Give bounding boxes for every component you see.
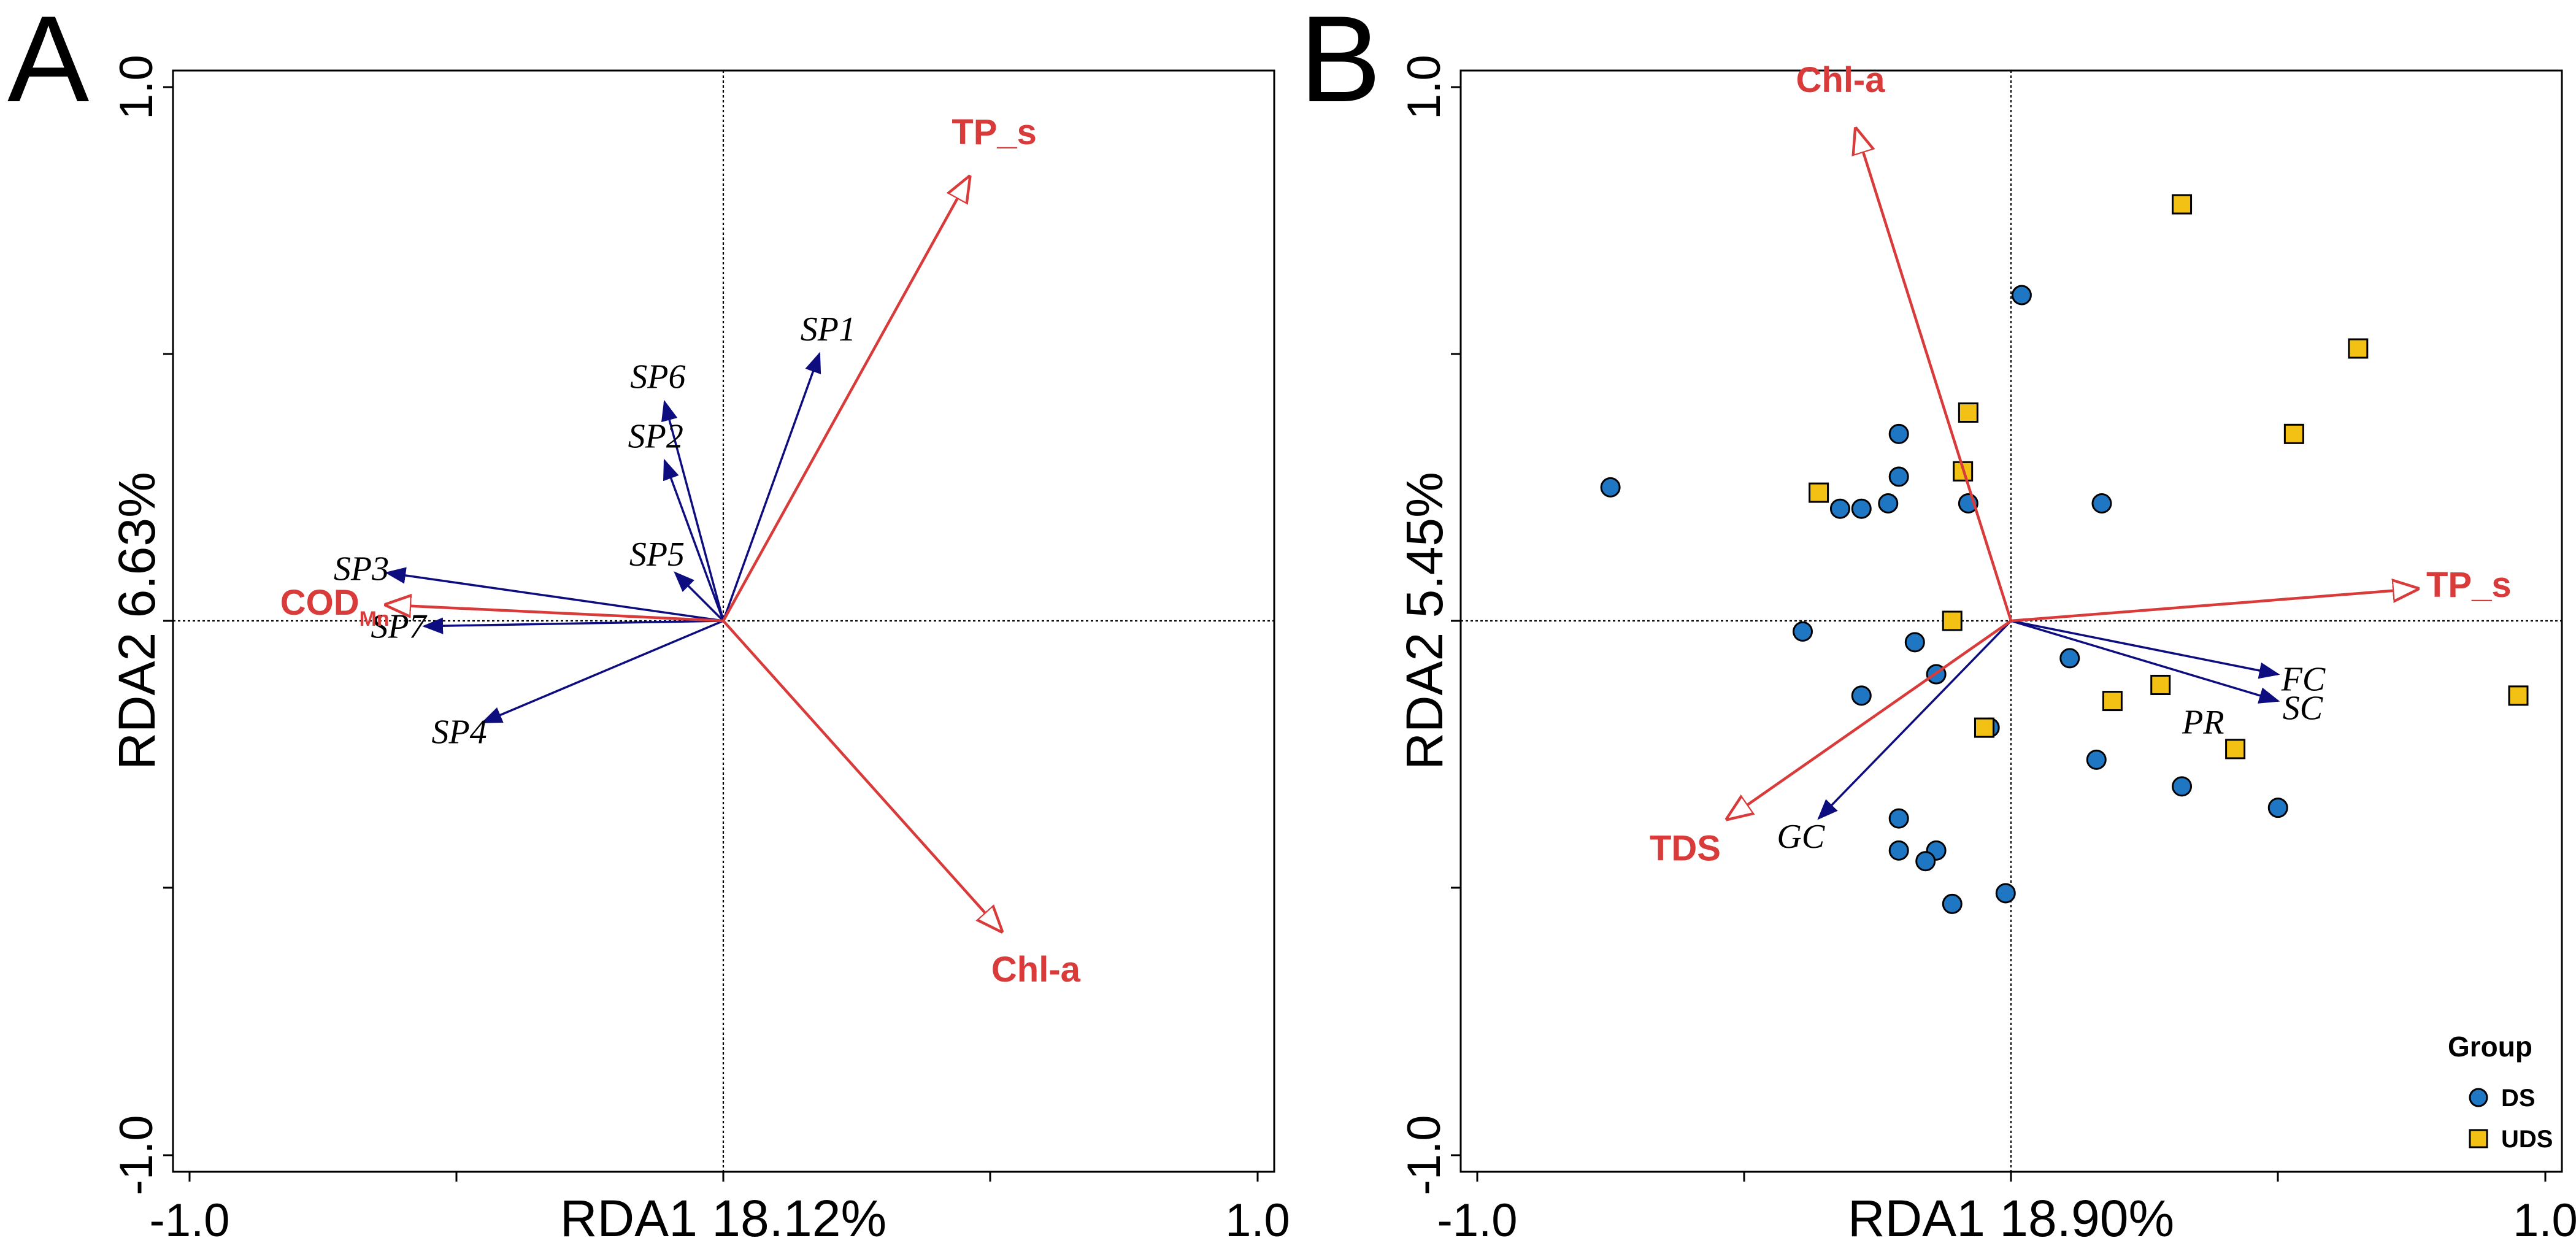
env-label-tp-s: TP_s [952, 112, 1037, 152]
point-ds [1829, 498, 1850, 519]
env-arrow-tp-s [722, 177, 969, 622]
point-ds [1793, 621, 1813, 642]
legend-marker-ds [2469, 1088, 2488, 1107]
species-label-sp6: SP6 [630, 358, 685, 396]
species-arrow-sp1 [722, 352, 821, 621]
panel-b-x-axis-title: RDA1 18.90% [1848, 1190, 2174, 1246]
panel-a: A -1.0 1.0 1.0 -1.0 RDA1 18.12% RDA2 6.6… [7, 0, 1290, 1246]
point-ds [1904, 632, 1925, 653]
species-label-gc: GC [1777, 818, 1824, 856]
point-ds [1995, 883, 2016, 904]
panel-b-x-tick-label-max: 1.0 [2513, 1194, 2576, 1246]
species-label-sp5: SP5 [629, 536, 685, 574]
point-uds [1958, 402, 1978, 423]
point-uds [2283, 423, 2304, 444]
env-arrow-tds [1728, 620, 2012, 818]
env-label-chl-a: Chl-a [991, 950, 1081, 990]
env-arrow-cod [387, 605, 724, 623]
point-ds [1888, 840, 1909, 861]
legend-label-ds: DS [2501, 1085, 2536, 1112]
env-label-chl-a: Chl-a [1796, 60, 1886, 100]
panel-b-x-tick-label-min: -1.0 [1437, 1194, 1518, 1246]
env-arrow-chl-a [722, 620, 1001, 931]
species-label-sp2: SP2 [628, 417, 683, 455]
point-uds [2508, 685, 2529, 706]
point-ds [1851, 498, 1872, 519]
point-ds [2011, 285, 2032, 306]
point-ds [1600, 477, 1621, 498]
extra-label-pr: PR [2182, 703, 2224, 741]
panel-a-x-tick-label-min: -1.0 [150, 1194, 230, 1246]
point-ds [2059, 648, 2080, 669]
species-arrow-sp2 [663, 458, 725, 621]
species-arrow-sp6 [661, 399, 725, 621]
env-arrow-tp-s [2010, 589, 2417, 623]
panel-b-y-axis-title: RDA2 5.45% [1396, 472, 1453, 770]
species-arrow-gc [1817, 620, 2012, 820]
point-ds [2267, 798, 2288, 818]
panel-b-letter: B [1299, 0, 1381, 128]
species-label-sc: SC [2283, 690, 2323, 728]
env-label-tds: TDS [1650, 829, 1721, 869]
panel-b-legend: Group DS UDS [2448, 1031, 2553, 1153]
species-arrow-fc [2010, 620, 2280, 679]
point-uds [1809, 482, 1829, 503]
species-label-fc: FC [2281, 660, 2326, 698]
panel-a-y-axis-title: RDA2 6.63% [108, 472, 166, 770]
env-label-tp-s: TP_s [2426, 565, 2512, 605]
legend-title: Group [2448, 1031, 2532, 1063]
legend-marker-uds [2469, 1129, 2488, 1148]
point-uds [2150, 674, 2171, 695]
point-ds [1888, 423, 1909, 444]
point-uds [1974, 717, 1994, 738]
env-label-cod: CODMn [280, 583, 390, 631]
species-label-sp4: SP4 [431, 713, 486, 752]
point-uds [2102, 691, 2123, 712]
point-ds [1888, 466, 1909, 487]
species-arrow-sp5 [674, 571, 725, 622]
panel-a-y-tick-label-max: 1.0 [110, 55, 163, 120]
env-arrow-chl-a [1856, 129, 2013, 621]
point-ds [2086, 749, 2107, 770]
species-arrow-sp7 [422, 617, 724, 634]
panel-b-y-tick-label-min: -1.0 [1398, 1115, 1450, 1196]
panel-a-x-tick-label-max: 1.0 [1225, 1194, 1290, 1246]
point-ds [1851, 685, 1872, 706]
species-arrow-sp4 [481, 620, 724, 724]
point-ds [2172, 776, 2193, 797]
point-ds [1942, 893, 1963, 914]
env-label-subscript: Mn [359, 607, 390, 631]
panel-b-ticks [1451, 86, 2547, 1182]
species-arrow-sc [2010, 620, 2280, 704]
point-ds [1878, 493, 1899, 513]
legend-label-uds: UDS [2501, 1126, 2553, 1153]
panel-a-ticks [163, 86, 1259, 1182]
species-label-sp3: SP3 [334, 550, 389, 588]
panel-b: B -1.0 1.0 1.0 -1.0 RDA1 18.90% RDA2 5.4… [1299, 0, 2576, 1246]
point-ds [1888, 808, 1909, 829]
panel-a-y-tick-label-min: -1.0 [110, 1115, 163, 1196]
point-uds [2172, 194, 2193, 215]
point-uds [1942, 610, 1963, 631]
species-arrow-sp3 [385, 567, 724, 622]
species-label-sp1: SP1 [801, 310, 856, 348]
panel-a-x-axis-title: RDA1 18.12% [560, 1190, 886, 1246]
point-ds [2091, 493, 2112, 513]
point-uds [2225, 739, 2246, 760]
point-ds [1915, 851, 1936, 872]
panel-a-letter: A [7, 0, 90, 128]
panel-b-y-tick-label-max: 1.0 [1398, 55, 1450, 120]
point-uds [2348, 338, 2369, 359]
